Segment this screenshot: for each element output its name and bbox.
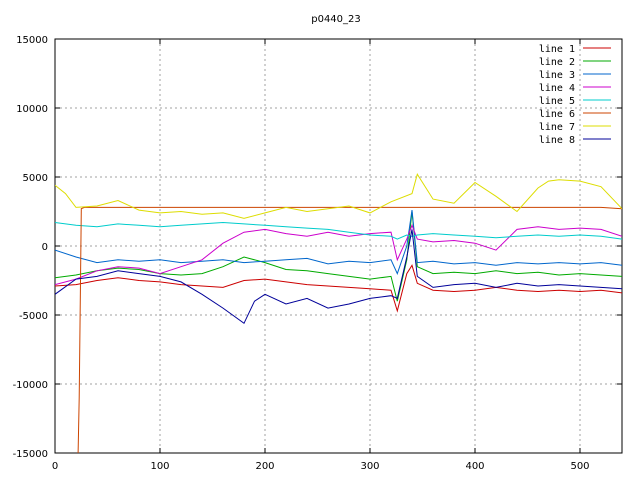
y-tick-label: -5000 [19, 311, 48, 322]
x-tick-label: 0 [52, 461, 58, 472]
x-tick-label: 500 [570, 461, 589, 472]
chart-title: p0440_23 [311, 14, 361, 25]
x-tick-label: 200 [255, 461, 274, 472]
y-tick-label: 10000 [16, 104, 48, 115]
legend-label: line 5 [539, 96, 575, 107]
legend: line 1 line 2 line 3 line 4 line 5 line 6 line… [539, 44, 611, 146]
x-tick-label: 100 [150, 461, 169, 472]
y-tick-label: 5000 [23, 173, 48, 184]
legend-label: line 1 [539, 44, 575, 55]
series-line-8 [55, 229, 622, 325]
legend-label: line 7 [539, 122, 575, 133]
y-tick-label: -15000 [13, 449, 48, 460]
legend-label: line 6 [539, 109, 575, 120]
series-line-5 [55, 221, 622, 240]
legend-label: line 2 [539, 57, 575, 68]
axes: 0 100 200 300 400 500 -15000 -10000 -5000 0 5000 10… [13, 35, 623, 472]
legend-label: line 3 [539, 70, 575, 81]
legend-label: line 8 [539, 135, 575, 146]
y-tick-label: 15000 [16, 35, 48, 46]
legend-label: line 4 [539, 83, 575, 94]
series-line-7 [55, 172, 622, 219]
grid [55, 39, 622, 453]
y-tick-label: 0 [42, 242, 48, 253]
series-line-3 [55, 210, 622, 275]
x-tick-label: 300 [360, 461, 379, 472]
y-tick-label: -10000 [13, 380, 48, 391]
series-line-4 [55, 223, 622, 286]
x-tick-label: 400 [465, 461, 484, 472]
series-group [55, 172, 622, 453]
series-line-1 [55, 264, 622, 313]
